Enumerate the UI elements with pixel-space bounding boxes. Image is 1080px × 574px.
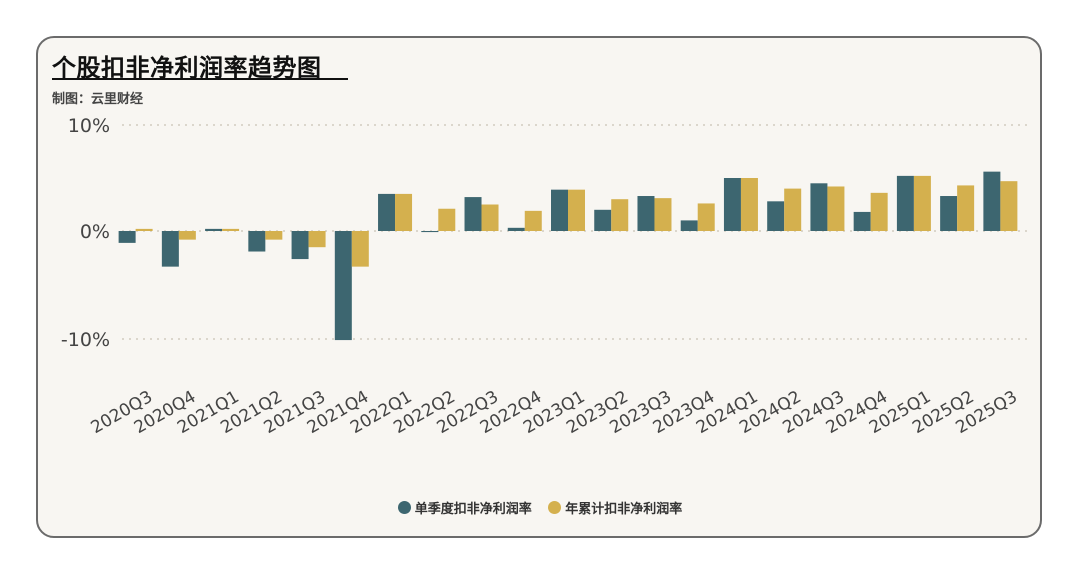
bar-quarterly (853, 211, 871, 231)
bar-annual (395, 193, 413, 231)
legend-swatch-quarterly (397, 501, 411, 514)
bar-annual (524, 210, 542, 231)
bar-quarterly (161, 231, 179, 267)
bar-annual (178, 231, 196, 240)
bar-annual (1000, 181, 1018, 231)
bar-annual (265, 231, 283, 240)
bar-quarterly (594, 209, 612, 231)
bar-quarterly (637, 196, 655, 231)
bar-annual (913, 175, 931, 231)
bar-quarterly (118, 231, 136, 243)
bar-quarterly (507, 227, 525, 231)
bar-annual (351, 231, 369, 267)
bar-quarterly (723, 178, 741, 231)
y-tick-label: -10% (61, 329, 110, 351)
title-underline (52, 78, 348, 80)
bar-annual (611, 199, 629, 231)
chart-subtitle: 制图：云里财经 (52, 92, 144, 107)
chart-card (36, 36, 1042, 538)
bar-quarterly (421, 231, 439, 233)
bar-annual (784, 188, 802, 231)
legend-swatch-annual (548, 501, 562, 514)
y-tick-label: 10% (68, 115, 110, 137)
bar-quarterly (464, 197, 482, 231)
bar-quarterly (983, 171, 1001, 231)
bar-annual (957, 185, 975, 231)
legend: 单季度扣非净利润率 年累计扣非净利润率 (0, 498, 1080, 518)
y-tick-label: 0% (80, 221, 110, 243)
bar-annual (697, 203, 715, 231)
bar-quarterly (767, 201, 785, 231)
legend-item-quarterly[interactable]: 单季度扣非净利润率 (397, 498, 532, 517)
bar-quarterly (680, 220, 698, 231)
bar-annual (654, 198, 672, 231)
bar-annual (481, 204, 499, 231)
bar-quarterly (810, 183, 828, 231)
legend-label-quarterly: 单季度扣非净利润率 (414, 502, 532, 517)
bar-quarterly (334, 231, 352, 341)
bar-annual (222, 228, 240, 231)
bar-quarterly (940, 196, 958, 231)
bar-annual (827, 186, 845, 231)
bar-annual (308, 231, 326, 248)
chart-title: 个股扣非净利润率趋势图 (52, 54, 322, 82)
legend-label-annual: 年累计扣非净利润率 (565, 502, 683, 517)
bar-annual (740, 178, 758, 231)
bar-quarterly (378, 193, 396, 231)
bar-annual (438, 208, 456, 231)
bar-annual (135, 228, 153, 231)
bar-quarterly (205, 228, 223, 231)
legend-item-annual[interactable]: 年累计扣非净利润率 (548, 498, 682, 517)
bar-quarterly (291, 231, 309, 260)
bar-quarterly (896, 175, 914, 231)
bar-annual (568, 189, 585, 231)
bar-quarterly (551, 189, 568, 231)
bar-quarterly (248, 231, 266, 252)
bar-annual (870, 192, 888, 231)
